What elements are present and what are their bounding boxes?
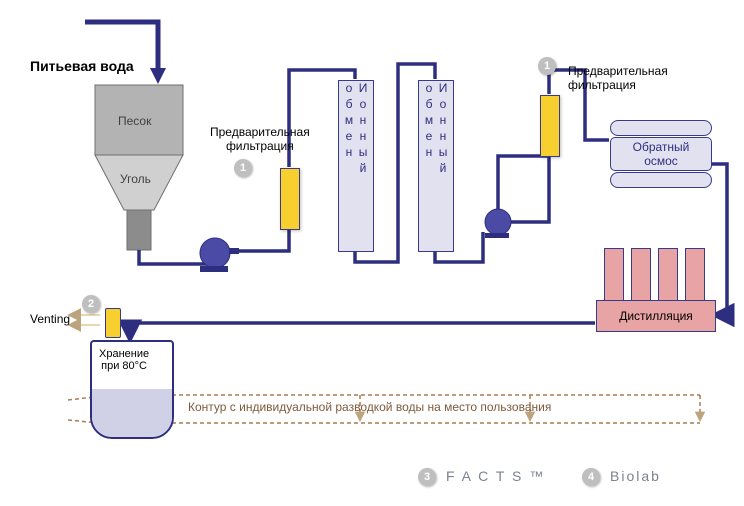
sand-label: Песок <box>118 114 151 128</box>
badge-2: 2 <box>82 295 100 313</box>
ion-exchange-2: Ионный обмен <box>418 80 454 252</box>
badge-3: 3 <box>418 468 436 486</box>
storage-label: Хранение при 80°C <box>99 348 149 372</box>
osmosis-row-1 <box>610 120 712 136</box>
coal-label: Уголь <box>120 172 151 186</box>
ion-label-1: Ионный обмен <box>342 81 370 251</box>
osmosis-main: Обратный осмос <box>610 137 712 171</box>
badge-4: 4 <box>582 468 600 486</box>
ion-exchange-1: Ионный обмен <box>338 80 374 252</box>
dist-stack-4 <box>685 248 705 302</box>
tank-fill <box>92 389 172 437</box>
dist-stack-3 <box>658 248 678 302</box>
badge-1b: 1 <box>538 57 556 75</box>
inlet-label: Питьевая вода <box>30 58 134 74</box>
badge-1a: 1 <box>234 159 252 177</box>
facts-label: F A C T S ™ <box>446 468 545 484</box>
prefilter-unit-2 <box>540 95 560 157</box>
prefilter-label-1: Предварительная фильтрация <box>210 125 310 153</box>
loop-label: Контур с индивидуальной разводкой воды н… <box>188 400 551 414</box>
dist-stack-2 <box>631 248 651 302</box>
ion-label-2: Ионный обмен <box>422 81 450 251</box>
dist-stack-1 <box>604 248 624 302</box>
venting-unit <box>105 308 121 338</box>
biolab-label: Biolab <box>610 468 661 484</box>
osmosis-row-2 <box>610 172 712 188</box>
prefilter-label-2: Предварительная фильтрация <box>568 64 668 92</box>
distillation-body: Дистилляция <box>596 300 716 332</box>
venting-label: Venting <box>30 312 70 326</box>
prefilter-unit-1 <box>280 168 300 230</box>
